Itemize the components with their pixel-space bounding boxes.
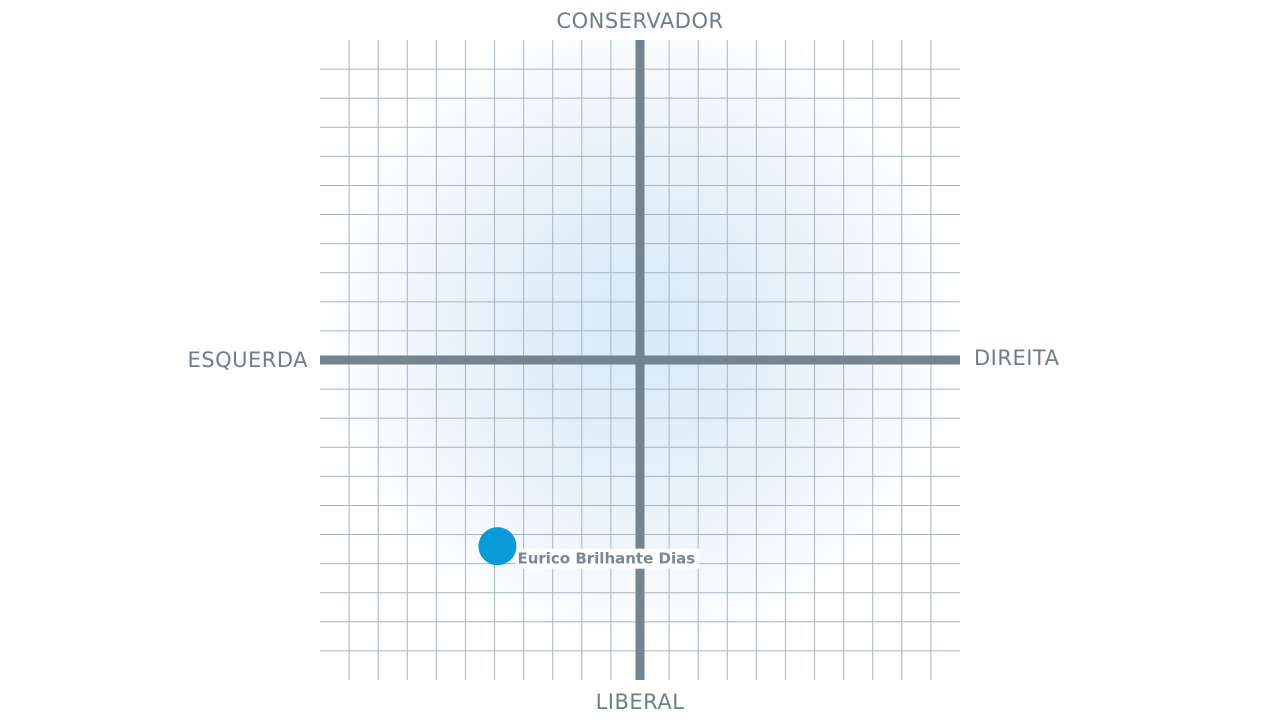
axis-label-top: CONSERVADOR xyxy=(556,9,723,33)
point-label-background xyxy=(515,548,700,569)
point-label: Eurico Brilhante Dias xyxy=(517,550,695,568)
axis-label-left: ESQUERDA xyxy=(187,348,308,372)
data-point xyxy=(478,527,517,566)
axis-label-right: DIREITA xyxy=(974,346,1060,370)
axis-label-bottom: LIBERAL xyxy=(596,690,685,714)
